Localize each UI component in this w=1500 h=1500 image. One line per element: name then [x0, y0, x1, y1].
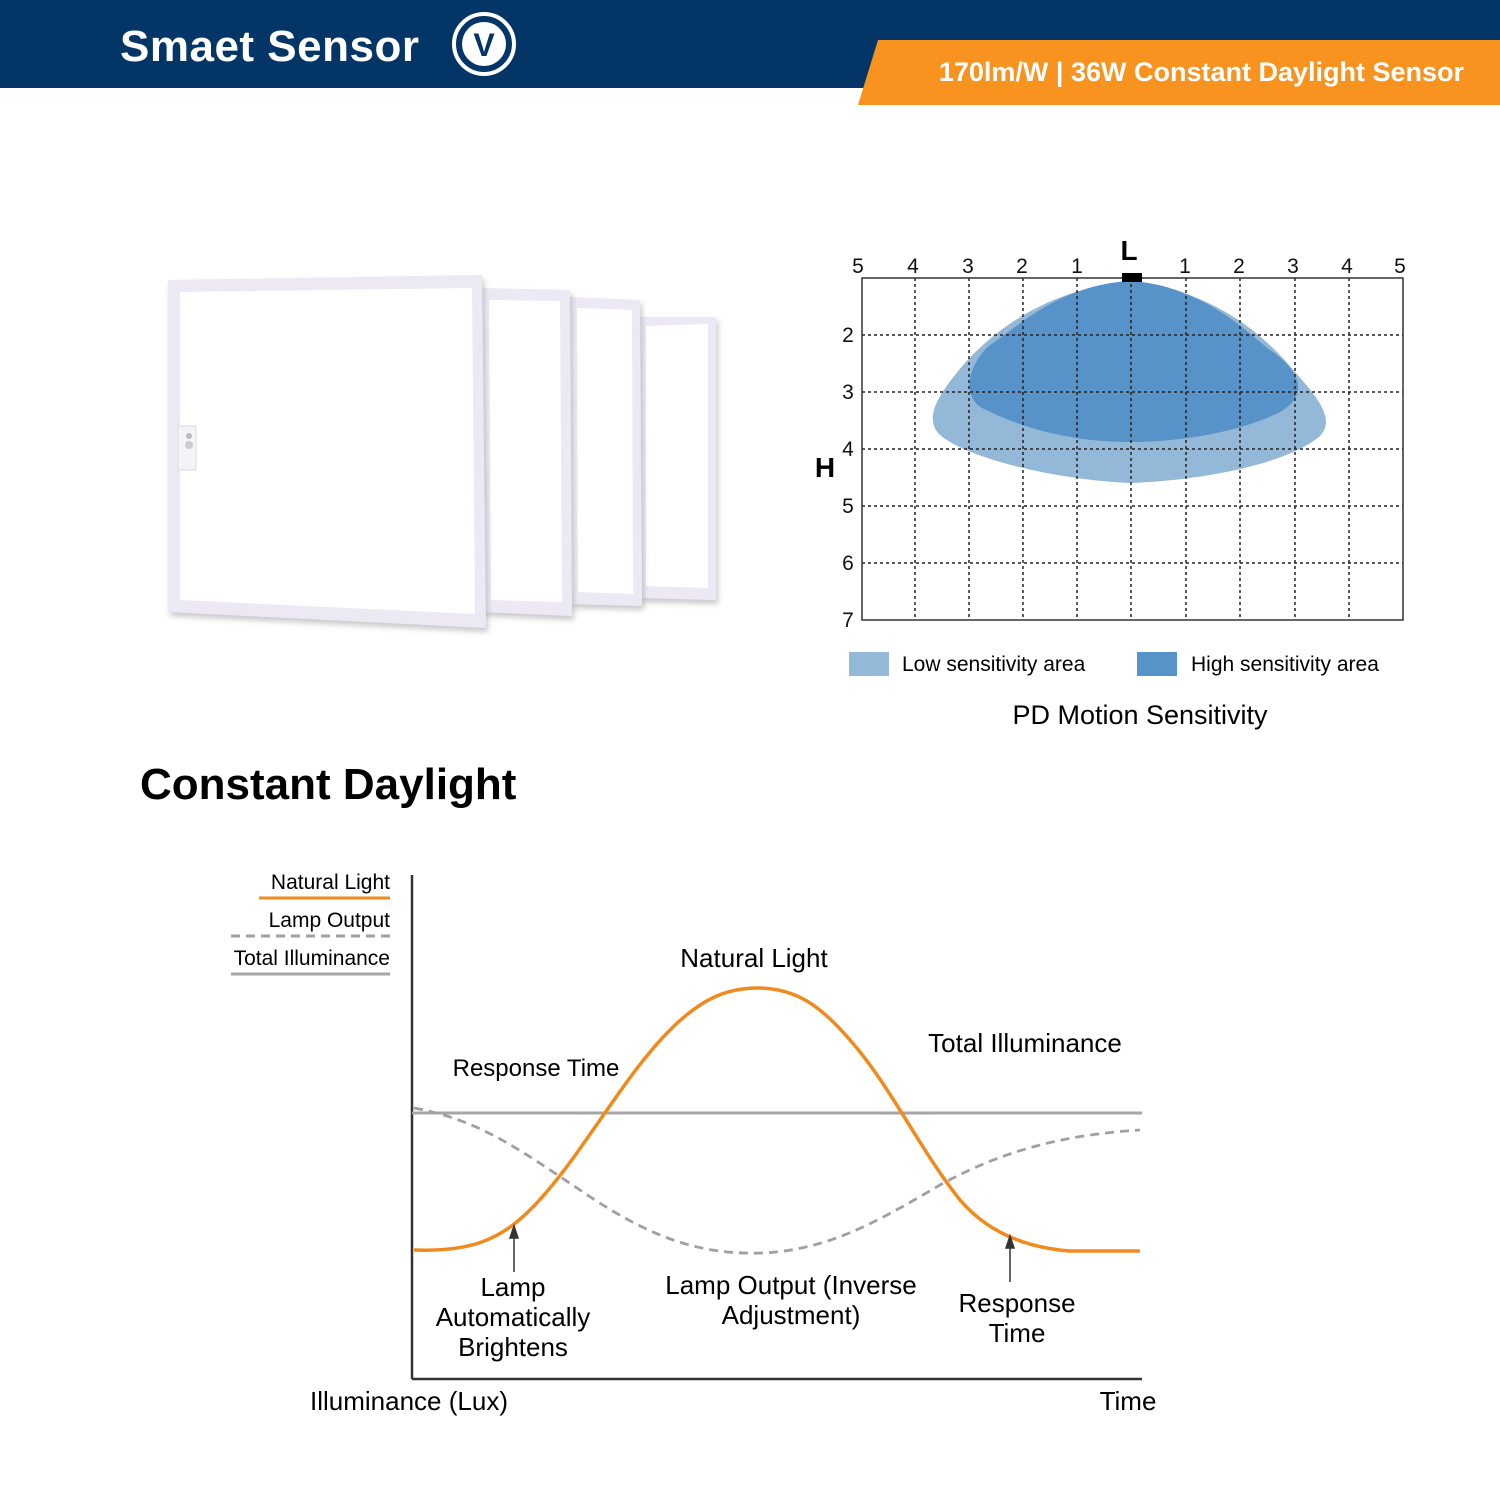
x-tick-labels: 5 4 3 2 1 1 2 3 4 5 [852, 255, 1406, 278]
legend-low-label: Low sensitivity area [902, 653, 1086, 676]
lamp-brightens-label: Lamp Automatically Brightens [436, 1272, 591, 1362]
lamp-output-label: Lamp Output (Inverse Adjustment) [665, 1270, 916, 1330]
motion-sensitivity-diagram: L H 5 4 3 2 1 1 2 3 4 5 2 3 4 5 6 7 Low … [815, 235, 1406, 730]
x-tick: 1 [1179, 255, 1191, 278]
y-tick: 2 [842, 324, 854, 347]
legend-lamp-label: Lamp Output [269, 909, 391, 932]
legend-high-swatch [1137, 652, 1177, 676]
x-tick: 5 [852, 255, 864, 278]
lamp-output-line: Adjustment) [722, 1300, 861, 1330]
y-tick: 7 [842, 609, 854, 632]
x-tick: 5 [1394, 255, 1406, 278]
lamp-output-line: Lamp Output (Inverse [665, 1270, 916, 1300]
x-tick: 4 [907, 255, 919, 278]
panel-2 [480, 288, 572, 616]
y-tick: 5 [842, 495, 854, 518]
brand-logo-icon: V [452, 12, 516, 76]
led-panel-stack-icon [168, 275, 716, 628]
total-illuminance-label: Total Illuminance [928, 1028, 1122, 1058]
brand-name: Smaet Sensor [120, 22, 420, 71]
response-time-line: Response [958, 1288, 1075, 1318]
panel-3 [568, 297, 642, 606]
legend-natural-label: Natural Light [271, 871, 390, 894]
x-tick: 3 [1287, 255, 1299, 278]
lamp-brightens-line: Automatically [436, 1302, 591, 1332]
panel-1 [168, 275, 486, 628]
response-time-right-label: Response Time [958, 1288, 1075, 1348]
diagram-caption: PD Motion Sensitivity [1012, 700, 1268, 730]
x-tick: 1 [1071, 255, 1083, 278]
lamp-output-curve [413, 1106, 1141, 1255]
lamp-brightens-line: Lamp [480, 1272, 545, 1302]
arrow-left [508, 1223, 520, 1272]
response-time-left-label: Response Time [453, 1055, 620, 1082]
natural-light-curve [413, 986, 1140, 1253]
response-time-line: Time [989, 1318, 1046, 1348]
x-axis-label: Time [1100, 1386, 1157, 1416]
daylight-diagram: Natural Light Lamp Output Total Illumina… [231, 871, 1157, 1416]
legend-total-label: Total Illuminance [234, 947, 390, 970]
x-tick: 2 [1233, 255, 1245, 278]
sensor-marker-icon [1122, 273, 1142, 282]
y-tick: 6 [842, 552, 854, 575]
y-tick: 4 [842, 438, 854, 461]
legend-high-label: High sensitivity area [1191, 653, 1379, 676]
x-tick: 3 [962, 255, 974, 278]
y-tick-labels: 2 3 4 5 6 7 [842, 324, 854, 632]
top-label: L [1120, 235, 1137, 266]
tagline-text: 170lm/W | 36W Constant Daylight Sensor [938, 57, 1464, 87]
section-title: Constant Daylight [140, 760, 517, 809]
lamp-brightens-line: Brightens [458, 1332, 568, 1362]
y-tick: 3 [842, 381, 854, 404]
x-tick: 2 [1016, 255, 1028, 278]
high-sensitivity-area [969, 281, 1299, 442]
tagline-banner: 170lm/W | 36W Constant Daylight Sensor [858, 40, 1500, 105]
y-axis-label: Illuminance (Lux) [310, 1386, 508, 1416]
x-tick: 4 [1341, 255, 1353, 278]
legend-low-swatch [849, 652, 889, 676]
diagram-grid [862, 278, 1403, 620]
logo-letter: V [473, 27, 495, 63]
side-label: H [815, 452, 835, 483]
natural-peak-label: Natural Light [680, 943, 828, 973]
panel-4 [638, 317, 716, 600]
arrow-right [1004, 1233, 1016, 1282]
